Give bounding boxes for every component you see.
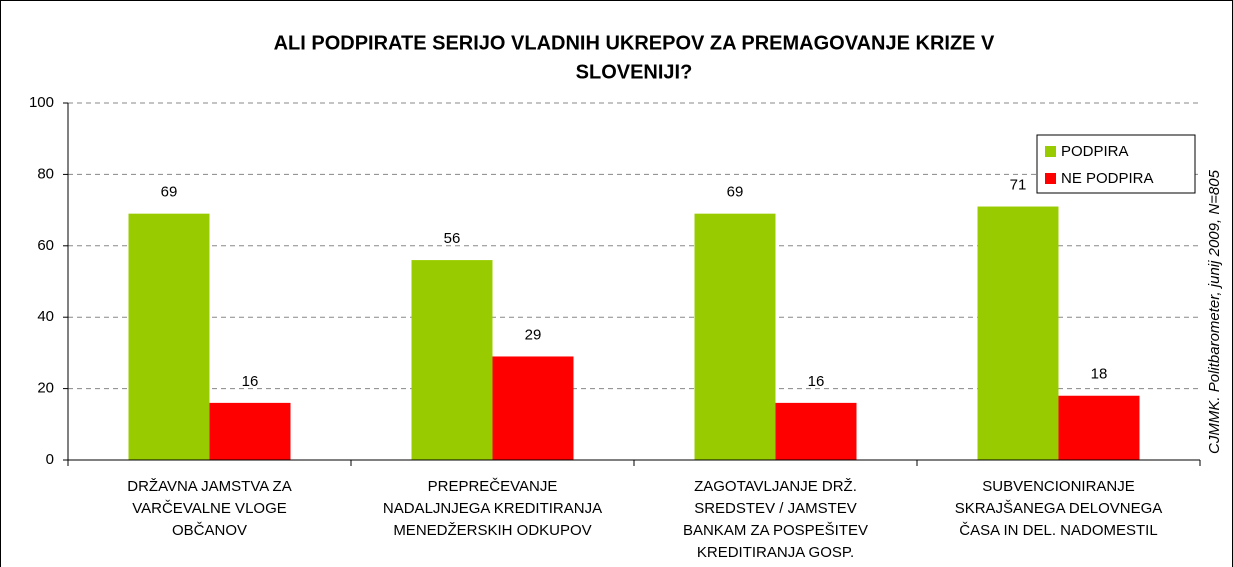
legend-swatch: [1045, 173, 1056, 184]
bar: [694, 213, 776, 460]
y-tick-label: 60: [37, 237, 54, 254]
legend-label: NE PODPIRA: [1061, 170, 1154, 187]
y-tick-label: 0: [46, 451, 54, 468]
x-tick-label: MENEDŽERSKIH ODKUPOV: [393, 522, 591, 539]
bar: [209, 402, 291, 460]
x-tick-label: ZAGOTAVLJANJE DRŽ.: [694, 478, 857, 495]
bar: [775, 402, 857, 460]
bar: [492, 356, 574, 460]
y-tick-label: 100: [29, 94, 54, 111]
bar: [411, 260, 493, 460]
bar: [977, 206, 1059, 460]
value-label: 71: [1010, 176, 1027, 193]
value-label: 16: [808, 373, 825, 390]
x-tick-label: KREDITIRANJA GOSP.: [697, 544, 854, 561]
bar: [128, 213, 210, 460]
value-label: 18: [1091, 366, 1108, 383]
y-tick-label: 80: [37, 165, 54, 182]
value-label: 29: [525, 326, 542, 343]
x-tick-label: ČASA IN DEL. NADOMESTIL: [959, 522, 1157, 539]
value-label: 69: [727, 184, 744, 201]
chart-title: SLOVENIJI?: [576, 61, 693, 83]
source-note: CJMMK. Politbarometer, junij 2009, N=805: [1206, 169, 1223, 454]
value-label: 16: [242, 373, 259, 390]
x-tick-label: NADALJNJEGA KREDITIRANJA: [383, 500, 602, 517]
bar: [1058, 395, 1140, 460]
y-tick-label: 40: [37, 308, 54, 325]
x-tick-label: PREPREČEVANJE: [428, 478, 558, 495]
chart-title: ALI PODPIRATE SERIJO VLADNIH UKREPOV ZA …: [274, 32, 995, 54]
x-tick-label: OBČANOV: [172, 522, 247, 539]
legend-label: PODPIRA: [1061, 143, 1129, 160]
value-label: 56: [444, 230, 461, 247]
x-tick-label: SKRAJŠANEGA DELOVNEGA: [955, 500, 1163, 517]
x-tick-label: SREDSTEV / JAMSTEV: [694, 500, 857, 517]
value-label: 69: [161, 184, 178, 201]
x-tick-label: VARČEVALNE VLOGE: [132, 500, 287, 517]
y-tick-label: 20: [37, 380, 54, 397]
legend-swatch: [1045, 146, 1056, 157]
x-tick-label: DRŽAVNA JAMSTVA ZA: [127, 478, 291, 495]
x-tick-label: SUBVENCIONIRANJE: [982, 478, 1135, 495]
x-tick-label: BANKAM ZA POSPEŠITEV: [683, 522, 868, 539]
legend-box: [1036, 134, 1196, 194]
